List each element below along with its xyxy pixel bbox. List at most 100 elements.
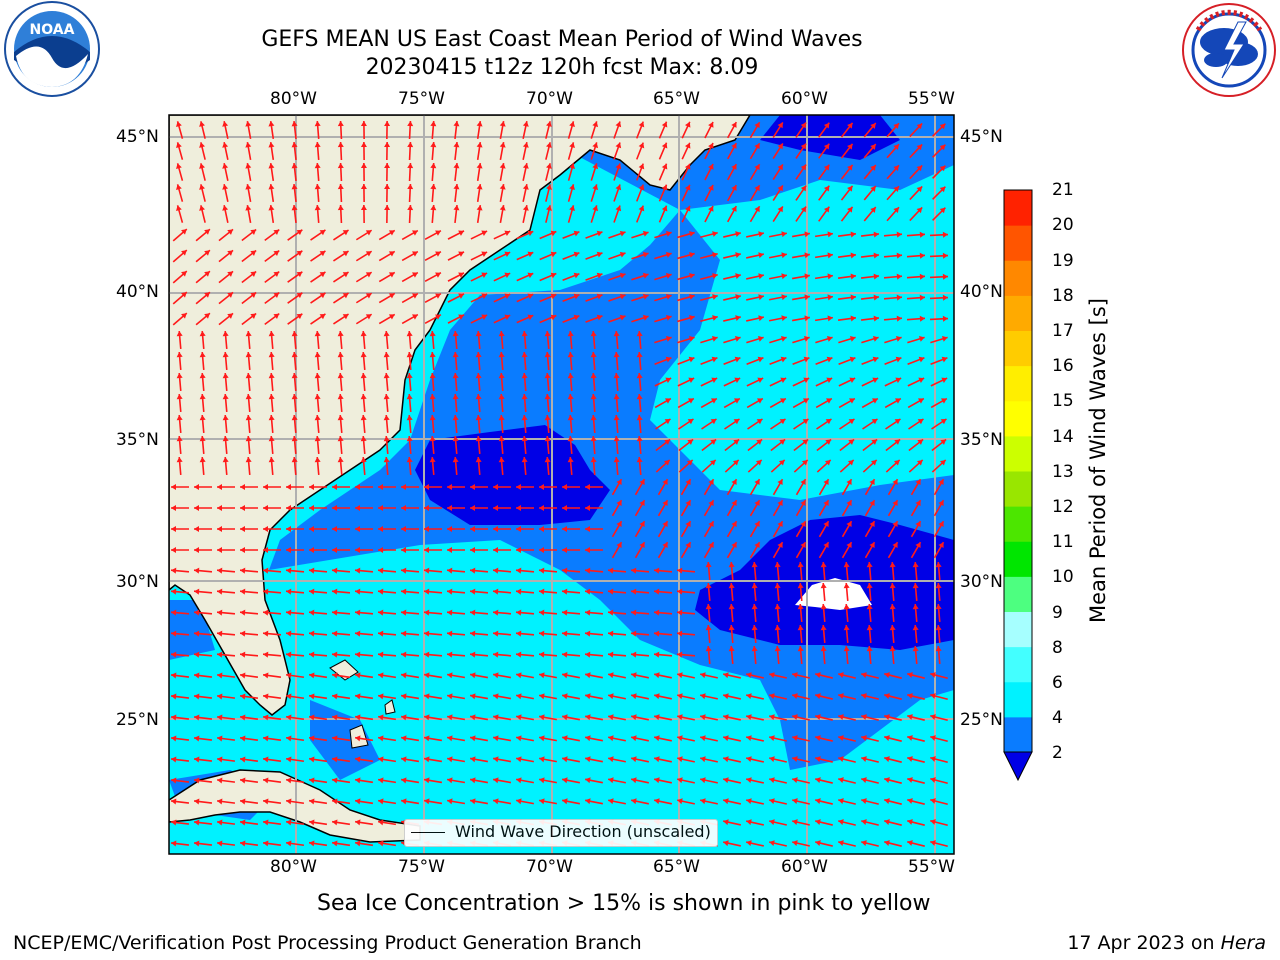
lat-label-right: 30°N xyxy=(960,572,1003,592)
wind-wave-arrow xyxy=(728,645,735,665)
wind-wave-arrow xyxy=(769,735,787,742)
lon-label-bottom: 80°W xyxy=(270,857,317,877)
wind-wave-arrow xyxy=(770,418,786,430)
wind-wave-arrow xyxy=(723,714,741,721)
wind-wave-arrow xyxy=(360,204,367,224)
wind-wave-arrow xyxy=(377,777,397,784)
wind-wave-arrow xyxy=(567,435,574,455)
wind-wave-arrow xyxy=(769,819,787,826)
wind-wave-arrow xyxy=(383,351,390,371)
wind-wave-arrow xyxy=(838,672,856,679)
wind-wave-arrow xyxy=(792,397,810,409)
wind-wave-arrow xyxy=(929,252,949,259)
wind-wave-arrow xyxy=(884,798,902,805)
wind-wave-arrow xyxy=(378,526,396,532)
wind-wave-arrow xyxy=(400,588,420,595)
wind-wave-arrow xyxy=(446,798,466,805)
wind-wave-arrow xyxy=(406,351,413,371)
wind-wave-arrow xyxy=(912,582,919,602)
wind-wave-arrow xyxy=(176,372,183,392)
wind-wave-arrow xyxy=(222,205,229,223)
wind-wave-arrow xyxy=(287,271,303,283)
wind-wave-arrow xyxy=(631,798,649,805)
wind-wave-arrow xyxy=(309,526,327,532)
wind-wave-arrow xyxy=(653,651,673,658)
wind-wave-arrow xyxy=(360,393,367,413)
wind-wave-arrow xyxy=(239,672,259,679)
wind-wave-arrow xyxy=(751,561,758,581)
wind-wave-arrow xyxy=(909,122,923,138)
wind-wave-arrow xyxy=(909,143,923,159)
lon-label-top: 65°W xyxy=(653,89,700,109)
wind-wave-arrow xyxy=(285,840,305,847)
wind-wave-arrow xyxy=(407,204,414,224)
wind-wave-arrow xyxy=(772,205,784,223)
wind-wave-arrow xyxy=(607,567,627,574)
wind-wave-arrow xyxy=(286,505,304,511)
wind-wave-arrow xyxy=(884,777,902,784)
wind-wave-arrow xyxy=(907,756,925,763)
wind-wave-arrow xyxy=(424,505,442,511)
wind-wave-arrow xyxy=(770,459,786,473)
wind-wave-arrow xyxy=(544,393,551,413)
wind-wave-arrow xyxy=(654,272,672,281)
wind-wave-arrow xyxy=(430,141,437,161)
wind-wave-arrow xyxy=(360,456,367,476)
wind-wave-arrow xyxy=(193,777,213,784)
wind-wave-arrow xyxy=(401,271,419,283)
wind-wave-arrow xyxy=(884,693,902,700)
wind-wave-arrow xyxy=(774,582,781,602)
wind-wave-arrow xyxy=(195,228,211,242)
wind-wave-arrow xyxy=(797,603,804,623)
wind-wave-arrow xyxy=(291,351,298,371)
wind-wave-arrow xyxy=(726,478,738,496)
wind-wave-arrow xyxy=(194,505,212,511)
wind-wave-arrow xyxy=(636,435,643,455)
wind-wave-arrow xyxy=(314,330,321,350)
wind-wave-arrow xyxy=(377,630,397,637)
wind-wave-arrow xyxy=(585,272,603,281)
wind-wave-arrow xyxy=(747,418,763,430)
wind-wave-arrow xyxy=(863,143,877,159)
colorbar-title: Mean Period of Wind Waves [s] xyxy=(1086,298,1110,623)
colorbar-tick: 10 xyxy=(1052,567,1074,587)
wind-wave-arrow xyxy=(291,456,298,476)
wind-wave-arrow xyxy=(287,229,303,241)
wind-wave-arrow xyxy=(820,582,827,602)
wind-wave-arrow xyxy=(611,541,623,559)
wind-wave-arrow xyxy=(746,840,764,847)
wind-wave-arrow xyxy=(886,143,900,159)
wind-wave-arrow xyxy=(704,163,714,181)
wind-wave-arrow xyxy=(539,272,557,282)
wind-wave-arrow xyxy=(677,735,695,742)
wind-wave-arrow xyxy=(492,567,512,574)
wind-wave-arrow xyxy=(337,372,344,392)
wind-wave-arrow xyxy=(193,714,213,721)
wind-wave-arrow xyxy=(676,609,696,616)
wind-wave-arrow xyxy=(522,184,529,202)
wind-wave-arrow xyxy=(613,163,622,181)
wind-wave-arrow xyxy=(268,330,275,350)
wind-wave-arrow xyxy=(907,335,925,344)
wind-wave-arrow xyxy=(308,819,328,826)
wind-wave-arrow xyxy=(176,330,183,350)
wind-wave-arrow xyxy=(262,609,282,616)
wind-wave-arrow xyxy=(430,183,437,203)
wind-wave-arrow xyxy=(400,693,420,700)
wind-wave-arrow xyxy=(239,798,259,805)
wind-wave-arrow xyxy=(797,645,804,665)
wind-wave-arrow xyxy=(723,315,741,322)
wind-wave-arrow xyxy=(884,714,902,721)
wind-wave-arrow xyxy=(613,351,620,371)
wind-wave-arrow xyxy=(584,588,604,595)
wind-wave-arrow xyxy=(331,714,351,721)
wind-wave-arrow xyxy=(308,840,328,847)
wind-wave-arrow xyxy=(843,603,850,623)
wind-wave-arrow xyxy=(308,735,328,742)
wind-wave-arrow xyxy=(239,840,259,847)
wind-wave-arrow xyxy=(521,393,528,413)
colorbar-cell xyxy=(1004,506,1032,542)
wind-wave-arrow xyxy=(308,756,328,763)
wind-wave-arrow xyxy=(521,351,528,371)
wind-wave-arrow xyxy=(654,693,672,700)
